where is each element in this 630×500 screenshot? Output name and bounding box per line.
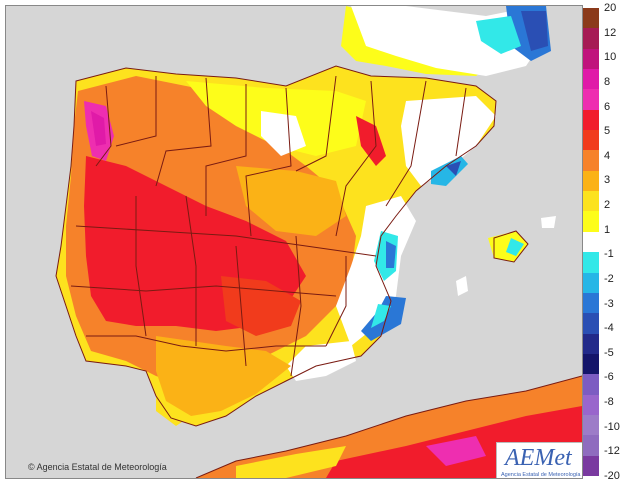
center-yellow bbox=[236, 166, 346, 236]
aemet-logo-subtitle: Agencia Estatal de Meteorología bbox=[501, 472, 581, 478]
legend-swatch bbox=[583, 231, 599, 253]
legend-label: -5 bbox=[604, 346, 614, 359]
aemet-logo-wordmark: AEMet bbox=[505, 445, 572, 471]
legend-label: 8 bbox=[604, 75, 611, 88]
africa-yellow bbox=[236, 446, 346, 478]
legend-label: -4 bbox=[604, 322, 614, 335]
legend-swatch bbox=[583, 292, 599, 314]
province-borders bbox=[55, 65, 582, 478]
legend-swatch bbox=[583, 435, 599, 457]
legend-label: 1 bbox=[604, 223, 611, 236]
legend-swatch bbox=[583, 191, 599, 212]
anomaly-map: AEMet Agencia Estatal de Meteorología bbox=[5, 5, 583, 479]
mallorca-cyan bbox=[506, 238, 524, 256]
south-yellow bbox=[156, 336, 291, 416]
alps-dark bbox=[521, 11, 548, 51]
legend-swatch bbox=[583, 69, 599, 90]
map-canvas bbox=[55, 6, 582, 478]
gibraltar-yellow bbox=[156, 396, 191, 426]
catalonia-white bbox=[401, 96, 496, 186]
legend-swatch bbox=[583, 211, 599, 233]
copyright-icon: © bbox=[28, 462, 35, 472]
legend-swatch bbox=[583, 28, 599, 50]
legend-swatch bbox=[583, 252, 599, 274]
ibiza bbox=[456, 276, 468, 296]
legend-swatch bbox=[583, 414, 599, 436]
legend-label: -12 bbox=[604, 445, 620, 458]
valencia-blue bbox=[386, 241, 396, 268]
legend-label: -3 bbox=[604, 297, 614, 310]
north-white bbox=[261, 111, 306, 156]
east-white bbox=[336, 196, 416, 346]
legend-label: 6 bbox=[604, 100, 611, 113]
southeast-white bbox=[286, 341, 356, 381]
legend-label: 10 bbox=[604, 51, 617, 64]
ebro-red bbox=[356, 116, 386, 166]
africa-pink bbox=[426, 436, 486, 466]
ebro-delta-dark bbox=[446, 161, 461, 176]
legend-swatch bbox=[583, 272, 599, 294]
legend-label: -2 bbox=[604, 272, 614, 285]
credit-text: Agencia Estatal de Meteorología bbox=[36, 462, 167, 472]
legend-label: -10 bbox=[604, 420, 620, 433]
menorca bbox=[541, 216, 556, 228]
galicia-magenta bbox=[91, 111, 106, 146]
legend-label: 2 bbox=[604, 199, 611, 212]
legend-label: 5 bbox=[604, 125, 611, 138]
legend-label: 20 bbox=[604, 2, 617, 14]
legend-swatch bbox=[583, 150, 599, 172]
legend-swatch bbox=[583, 130, 599, 151]
aemet-logo: AEMet Agencia Estatal de Meteorología bbox=[496, 442, 582, 478]
alicante-cyan bbox=[371, 304, 391, 328]
copyright-credit: © Agencia Estatal de Meteorología bbox=[28, 462, 167, 472]
legend-swatch bbox=[583, 374, 599, 396]
legend-swatch bbox=[583, 353, 599, 375]
legend-swatch bbox=[583, 89, 599, 111]
legend-label: 3 bbox=[604, 174, 611, 187]
legend-label: -8 bbox=[604, 396, 614, 409]
legend-label: -20 bbox=[604, 470, 620, 482]
legend-swatch bbox=[583, 455, 599, 477]
legend-swatch bbox=[583, 48, 599, 70]
legend-label: 4 bbox=[604, 149, 611, 162]
legend-label: -6 bbox=[604, 371, 614, 384]
legend-swatch bbox=[583, 333, 599, 355]
legend-swatch bbox=[583, 8, 599, 29]
legend-swatch bbox=[583, 170, 599, 192]
legend-swatch bbox=[583, 109, 599, 131]
legend-label: 12 bbox=[604, 26, 617, 39]
legend-swatch bbox=[583, 394, 599, 416]
legend-label: -1 bbox=[604, 248, 614, 261]
legend-swatch bbox=[583, 313, 599, 335]
alps-cyan bbox=[476, 16, 521, 54]
color-legend: 20 12 10 8 6 5 4 3 2 1 -1 -2 -3 -4 -5 -6 -8 -10 -12 -20 bbox=[583, 2, 630, 496]
